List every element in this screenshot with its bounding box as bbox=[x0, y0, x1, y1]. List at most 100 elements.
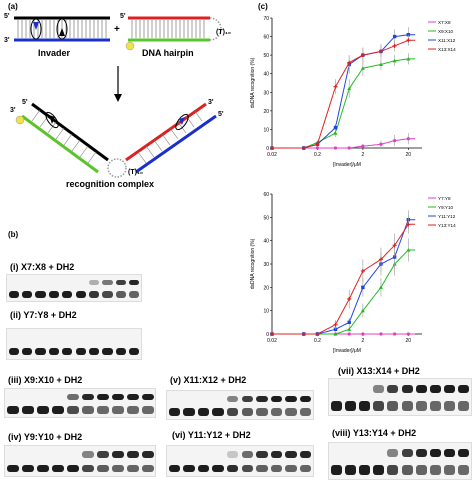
invader-intercalator-2 bbox=[59, 28, 65, 36]
gel-lane-band bbox=[212, 408, 224, 416]
legend-entry: Y11:Y12 bbox=[438, 214, 456, 219]
data-point bbox=[333, 131, 338, 135]
complex-left-arm bbox=[15, 102, 109, 174]
gel-vi bbox=[166, 445, 314, 477]
y-tick-label: 50 bbox=[263, 53, 269, 59]
series-curve bbox=[272, 219, 416, 335]
gel-iii bbox=[4, 388, 156, 418]
x-tick-label: 2 bbox=[361, 338, 364, 344]
data-point bbox=[379, 332, 383, 336]
data-point bbox=[301, 146, 306, 150]
gel-lane-band bbox=[415, 401, 427, 411]
gel-shifted-band bbox=[270, 451, 283, 458]
gel-lane-band bbox=[62, 291, 73, 298]
complex-right-arm bbox=[125, 102, 217, 174]
gel-lane-band bbox=[183, 464, 195, 473]
gel-lane-band bbox=[8, 347, 19, 356]
gel-lane-band bbox=[256, 408, 268, 416]
x-axis-label: [Invader]/μM bbox=[333, 162, 361, 168]
gel-lane-band bbox=[51, 406, 64, 414]
y-tick-label: 20 bbox=[263, 109, 269, 115]
panel-c-label: (c) bbox=[258, 2, 268, 11]
data-point bbox=[406, 332, 410, 336]
data-point bbox=[333, 322, 338, 327]
data-point bbox=[333, 332, 338, 336]
gel-lane-band bbox=[51, 464, 64, 473]
data-point bbox=[333, 146, 338, 150]
gel-lane-band bbox=[429, 465, 442, 475]
chart-y-series: 0 10 20 30 40 50 60 0.02 0.2 2 20 [Invader]/μM dsDNA… bbox=[250, 192, 456, 354]
gel-lane-band bbox=[401, 465, 413, 475]
gel-shifted-band bbox=[373, 385, 385, 394]
data-point bbox=[347, 146, 351, 150]
gel-shifted-band bbox=[285, 396, 297, 403]
gel-lane-band bbox=[66, 406, 79, 414]
legend-entry: Y9:Y10 bbox=[438, 205, 454, 210]
complex-label: recognition complex bbox=[66, 179, 155, 189]
y-tick-label: 0 bbox=[266, 146, 269, 152]
y-tick-label: 30 bbox=[263, 262, 269, 268]
gel-lane-band bbox=[270, 464, 283, 473]
gel-lane-band bbox=[444, 465, 456, 475]
gel-shifted-band bbox=[66, 394, 79, 401]
data-point bbox=[315, 142, 320, 147]
gel-lane-band bbox=[8, 291, 19, 298]
gel-shifted-band bbox=[141, 394, 154, 401]
gel-lane-band bbox=[48, 347, 60, 356]
gel-lane-band bbox=[81, 406, 94, 414]
x-tick-label: 0.02 bbox=[267, 338, 277, 344]
gel-lane-band bbox=[212, 464, 224, 473]
gel-shifted-band bbox=[429, 385, 442, 394]
gel-lane-band bbox=[373, 401, 385, 411]
series-curve bbox=[272, 39, 416, 149]
gel-lane-band bbox=[36, 406, 49, 414]
reaction-arrow-head bbox=[114, 94, 122, 102]
y-tick-label: 40 bbox=[263, 72, 269, 78]
gel-lane-band bbox=[129, 291, 140, 298]
data-point bbox=[378, 257, 383, 262]
gel-title-v: (v) X11:X12 + DH2 bbox=[170, 375, 247, 385]
x-tick-label: 20 bbox=[406, 152, 412, 158]
y-tick-label: 20 bbox=[263, 285, 269, 291]
gel-lane-band bbox=[81, 464, 94, 473]
y-tick-label: 70 bbox=[263, 16, 269, 22]
gel-lane-band bbox=[330, 465, 342, 475]
gel-lane-band bbox=[111, 406, 124, 414]
y-tick-label: 50 bbox=[263, 215, 269, 221]
gel-shifted-band bbox=[299, 396, 312, 403]
gel-title-viii: (viii) Y13:Y14 + DH2 bbox=[332, 428, 417, 438]
gel-shifted-band bbox=[299, 451, 312, 458]
gel-title-iii: (iii) X9:X10 + DH2 bbox=[8, 375, 83, 385]
gel-lane-band bbox=[102, 291, 113, 298]
legend-entry: Y7:Y8 bbox=[438, 196, 451, 201]
gel-lane-band bbox=[6, 406, 19, 414]
invader-intercalator-1 bbox=[33, 22, 39, 30]
x-tick-label: 0.2 bbox=[314, 152, 321, 158]
data-point bbox=[361, 285, 365, 290]
data-point bbox=[406, 248, 411, 252]
data-point bbox=[347, 86, 352, 91]
gel-shifted-band bbox=[111, 394, 124, 401]
invader-3prime: 3' bbox=[4, 37, 10, 44]
data-point bbox=[347, 332, 351, 336]
gel-shifted-band bbox=[387, 449, 399, 458]
y-tick-label: 60 bbox=[263, 35, 269, 41]
data-point bbox=[406, 137, 410, 141]
complex-3prime-left: 3' bbox=[10, 107, 16, 114]
gel-shifted-band bbox=[81, 451, 94, 458]
hairpin-label: DNA hairpin bbox=[142, 48, 194, 58]
gel-title-i: (i) X7:X8 + DH2 bbox=[10, 262, 75, 272]
data-point bbox=[347, 60, 352, 65]
gel-lane-band bbox=[96, 464, 109, 473]
invader-modification-2 bbox=[56, 18, 68, 40]
gel-lane-band bbox=[197, 408, 210, 416]
gel-shifted-band bbox=[387, 385, 399, 394]
gel-lane-band bbox=[102, 347, 113, 356]
data-point bbox=[406, 38, 411, 43]
data-point bbox=[392, 58, 397, 63]
gel-lane-band bbox=[75, 291, 86, 298]
data-point bbox=[378, 285, 383, 289]
legend-entry: X9:X10 bbox=[438, 29, 454, 34]
gel-lane-band bbox=[96, 406, 109, 414]
gel-lane-band bbox=[444, 401, 456, 411]
